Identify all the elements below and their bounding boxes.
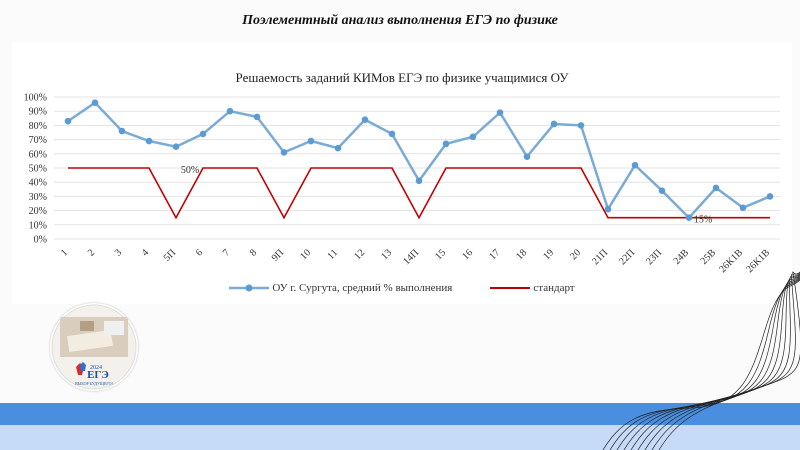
x-tick-label: 7 bbox=[221, 247, 232, 258]
x-tick-label: 6 bbox=[194, 247, 205, 258]
data-point bbox=[496, 109, 504, 116]
data-point bbox=[685, 214, 693, 221]
legend-item-school: ОУ г. Сургута, средний % выполнения bbox=[229, 282, 452, 294]
data-point bbox=[172, 143, 180, 150]
data-point bbox=[199, 130, 207, 138]
y-tick-label: 30% bbox=[29, 192, 47, 203]
chart-container: Решаемость заданий КИМов ЕГЭ по физике у… bbox=[12, 42, 792, 304]
x-tick-label: 11 bbox=[326, 247, 341, 262]
data-point bbox=[226, 107, 234, 115]
decorative-waves bbox=[602, 271, 800, 450]
series-school-line bbox=[67, 101, 771, 219]
x-tick-label: 16 bbox=[460, 247, 475, 262]
legend-label-school: ОУ г. Сургута, средний % выполнения bbox=[272, 282, 453, 294]
footer-band-light bbox=[0, 425, 800, 450]
x-tick-label: 2 bbox=[86, 247, 97, 258]
x-tick-label: 15 bbox=[433, 247, 448, 262]
y-tick-label: 50% bbox=[29, 164, 47, 175]
y-tick-label: 10% bbox=[29, 220, 47, 231]
x-tick-label: 3 bbox=[113, 247, 124, 258]
data-annotation: 50% bbox=[181, 165, 199, 176]
x-tick-label: 9П bbox=[270, 247, 286, 263]
chart-title: Решаемость заданий КИМов ЕГЭ по физике у… bbox=[235, 70, 569, 85]
legend-line-icon bbox=[490, 287, 531, 289]
data-point bbox=[361, 116, 369, 124]
slide-title: Поэлементный анализ выполнения ЕГЭ по фи… bbox=[242, 13, 558, 28]
x-tick-label: 21П bbox=[590, 247, 610, 267]
data-point bbox=[442, 140, 450, 148]
data-point bbox=[280, 149, 288, 156]
y-tick-label: 60% bbox=[29, 149, 47, 160]
data-point bbox=[118, 127, 126, 135]
y-tick-label: 90% bbox=[29, 107, 47, 118]
data-point bbox=[64, 117, 72, 125]
series-standard-line bbox=[68, 167, 770, 220]
x-tick-label: 8 bbox=[248, 247, 259, 258]
y-tick-label: 70% bbox=[29, 135, 47, 146]
y-tick-label: 80% bbox=[29, 121, 47, 132]
footer-band-dark bbox=[0, 403, 800, 425]
x-tick-label: 12 bbox=[352, 247, 367, 262]
ege-logo: 2024 ЕГЭ ВЫБОР БУДУЩЕГО! bbox=[50, 303, 138, 391]
data-point bbox=[658, 187, 666, 195]
data-point bbox=[307, 137, 315, 145]
x-tick-label: 10 bbox=[298, 247, 313, 262]
y-tick-label: 0% bbox=[34, 235, 47, 246]
x-tick-label: 1 bbox=[59, 247, 70, 258]
data-point bbox=[469, 133, 477, 141]
data-point bbox=[253, 113, 261, 121]
x-tick-label: 23П bbox=[644, 247, 664, 267]
data-point bbox=[334, 144, 342, 152]
legend-label-standard: стандарт bbox=[533, 282, 575, 294]
svg-text:ВЫБОР БУДУЩЕГО!: ВЫБОР БУДУЩЕГО! bbox=[75, 381, 113, 386]
data-annotation: 15% bbox=[694, 215, 712, 226]
x-tick-label: 18 bbox=[514, 247, 529, 262]
chart-legend: ОУ г. Сургута, средний % выполнения стан… bbox=[12, 282, 792, 294]
data-point bbox=[550, 120, 558, 128]
data-point bbox=[388, 130, 396, 138]
x-tick-label: 17 bbox=[487, 247, 502, 262]
x-tick-label: 19 bbox=[541, 247, 556, 262]
y-tick-label: 20% bbox=[29, 206, 47, 217]
line-chart: 0%10%20%30%40%50%60%70%80%90%100%1 2 3 4 5П 6… bbox=[24, 93, 780, 275]
x-tick-label: 5П bbox=[162, 247, 178, 263]
y-tick-label: 100% bbox=[24, 93, 47, 104]
data-point bbox=[577, 122, 585, 129]
svg-text:ЕГЭ: ЕГЭ bbox=[87, 369, 109, 381]
svg-text:2024: 2024 bbox=[90, 365, 102, 371]
data-point bbox=[604, 205, 612, 213]
data-point bbox=[145, 137, 153, 145]
data-point bbox=[631, 161, 639, 169]
x-tick-label: 20 bbox=[568, 247, 583, 262]
x-tick-label: 14П bbox=[401, 247, 421, 267]
data-point bbox=[712, 184, 720, 192]
ege-logo-image: 2024 ЕГЭ ВЫБОР БУДУЩЕГО! bbox=[51, 304, 137, 390]
data-point bbox=[739, 204, 747, 212]
data-point bbox=[415, 177, 423, 185]
legend-line-marker-icon bbox=[229, 284, 270, 292]
y-tick-label: 40% bbox=[29, 178, 47, 189]
data-point bbox=[523, 153, 531, 160]
x-tick-label: 22П bbox=[617, 247, 637, 267]
x-tick-label: 24В bbox=[672, 247, 692, 267]
data-point bbox=[91, 99, 99, 106]
x-tick-label: 4 bbox=[140, 247, 151, 258]
legend-item-standard: стандарт bbox=[490, 282, 575, 294]
data-point bbox=[766, 193, 774, 200]
x-tick-label: 13 bbox=[379, 247, 394, 262]
x-tick-label: 25В bbox=[699, 247, 719, 267]
